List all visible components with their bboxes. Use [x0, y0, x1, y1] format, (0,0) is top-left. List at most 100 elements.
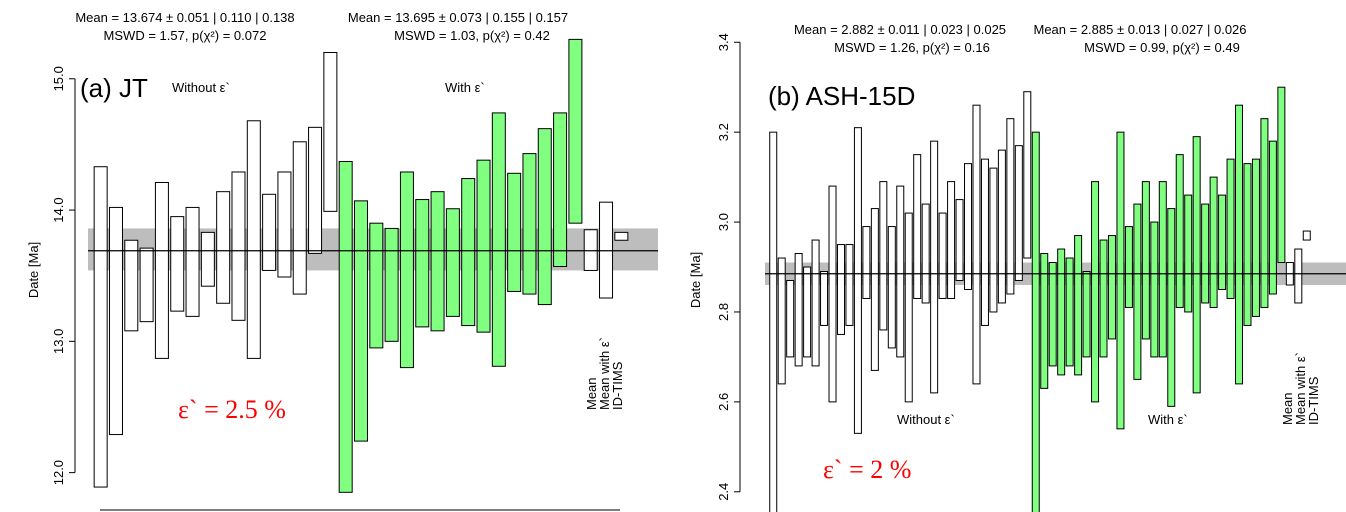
range-bar [803, 266, 812, 358]
range-bar [1243, 163, 1252, 326]
range-bar [972, 104, 981, 385]
range-bar [384, 227, 399, 342]
annotation: MSWD = 1.57, p(χ²) = 0.072 [104, 28, 267, 43]
range-bar [445, 208, 460, 317]
range-bar [1082, 271, 1091, 358]
range-bar [980, 158, 989, 326]
y-tick-label: 12.0 [51, 460, 66, 485]
range-bar [930, 140, 939, 394]
range-bar [1158, 181, 1167, 358]
range-bar [170, 216, 185, 312]
range-bar [476, 159, 491, 333]
range-bar [1175, 154, 1184, 308]
panel-title: (a) JT [80, 73, 148, 103]
range-bar [1218, 194, 1227, 290]
range-bar [1065, 257, 1074, 367]
range-bar [947, 181, 956, 299]
annotation: ε` = 2.5 % [178, 395, 286, 424]
range-bar [507, 172, 522, 292]
range-bar [231, 171, 246, 321]
range-bar [845, 244, 854, 326]
range-bar [1133, 203, 1142, 380]
panel: 2.4 2.6 2.8 3.0 3.2 3.4 Date [Ma] (b) ASH-15D Me… [688, 22, 1346, 512]
range-bar [769, 131, 778, 512]
range-bar [537, 128, 552, 306]
range-bar [323, 52, 338, 212]
x-label: Mean with ε` [597, 337, 612, 410]
range-bar [1057, 248, 1066, 376]
range-bar [522, 153, 537, 295]
range-bar [461, 178, 476, 327]
range-bar [997, 149, 1006, 304]
annotation: Mean = 2.885 ± 0.013 | 0.027 | 0.026 [1033, 22, 1246, 37]
y-axis-label: Date [Ma] [26, 242, 41, 298]
annotation: With ε` [445, 80, 485, 95]
range-bar [828, 185, 837, 403]
range-bar [921, 203, 930, 304]
range-bar [614, 231, 629, 241]
range-bar [1277, 86, 1286, 264]
range-bar [1209, 176, 1218, 308]
range-bar [1260, 118, 1269, 308]
range-bar [1048, 262, 1057, 367]
range-bar [1107, 235, 1116, 340]
range-bar [277, 171, 292, 278]
range-bar [887, 226, 896, 349]
range-bar [1150, 221, 1159, 358]
range-bar [1124, 226, 1133, 308]
range-bar [246, 120, 261, 359]
panel-title: (b) ASH-15D [768, 81, 915, 111]
range-bar [1014, 145, 1023, 281]
y-tick-label: 3.2 [716, 123, 731, 141]
range-bar [1302, 230, 1311, 241]
range-bar [1099, 239, 1108, 358]
range-bar [1251, 158, 1260, 317]
range-bar [491, 112, 506, 367]
range-bar [964, 163, 973, 290]
y-tick-label: 2.8 [716, 303, 731, 321]
range-bar [200, 231, 215, 287]
range-bar [430, 191, 445, 332]
range-bar [1091, 181, 1100, 403]
y-axis-label: Date [Ma] [688, 252, 703, 308]
x-label: Mean [584, 377, 599, 410]
range-bar [896, 185, 905, 358]
y-tick-label: 3.4 [716, 33, 731, 51]
range-bar [338, 160, 353, 493]
range-bar [811, 239, 820, 367]
annotation: Mean = 13.695 ± 0.073 | 0.155 | 0.157 [348, 10, 568, 25]
range-bar [777, 257, 786, 385]
range-bar [1141, 181, 1150, 340]
range-bar [1023, 91, 1032, 259]
x-label: ID-TIMS [1306, 376, 1321, 425]
range-bar [568, 38, 583, 224]
range-bar [185, 206, 200, 317]
range-bar [1226, 158, 1235, 299]
range-bar [154, 181, 169, 359]
range-bar [1201, 203, 1210, 304]
y-tick-label: 2.4 [716, 483, 731, 501]
range-bar [1294, 248, 1303, 304]
range-bar [262, 193, 277, 271]
range-bar [1116, 131, 1125, 430]
range-bar [836, 244, 845, 335]
range-bar [904, 212, 913, 403]
annotation: Without ε` [897, 412, 955, 427]
range-bar [794, 253, 803, 367]
range-bar [1006, 118, 1015, 295]
range-bar [1167, 208, 1176, 407]
range-bar [399, 171, 414, 369]
range-bar [1235, 104, 1244, 385]
annotation: MSWD = 1.26, p(χ²) = 0.16 [834, 40, 990, 55]
x-label: Mean with ε` [1293, 352, 1308, 425]
range-bar [369, 222, 384, 349]
panel: 12.0 13.0 14.0 15.0 Date [Ma] (a) JT Mean = 13… [26, 10, 658, 493]
range-bar [139, 247, 154, 323]
plot-area [88, 38, 658, 493]
y-tick-label: 3.0 [716, 213, 731, 231]
range-bar [553, 112, 568, 268]
annotation: MSWD = 0.99, p(χ²) = 0.49 [1084, 40, 1240, 55]
range-bar [124, 239, 139, 332]
range-bar [108, 206, 123, 436]
